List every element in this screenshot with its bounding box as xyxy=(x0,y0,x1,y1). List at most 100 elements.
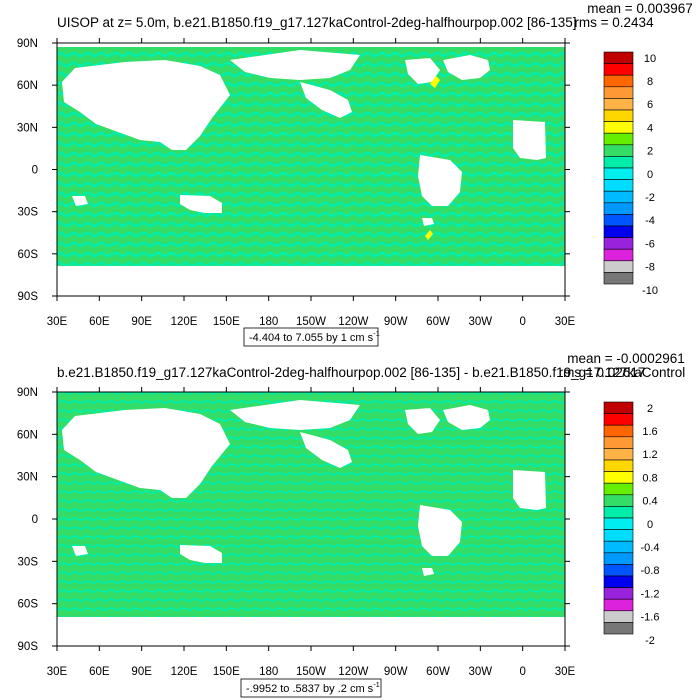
map-plot: 30E 60E 90E 120E 150E 180 150W 120W 90W 60W 30W 0 30… xyxy=(17,38,576,328)
x-tick-label: 60W xyxy=(426,666,450,678)
colorbar-swatch xyxy=(603,529,634,542)
colorbar-swatch xyxy=(603,424,634,438)
y-tick-label: 90S xyxy=(18,291,39,303)
contour-highlights xyxy=(425,76,440,240)
colorbar-swatch xyxy=(603,540,634,554)
colorbar-label: 2 xyxy=(647,146,653,158)
colorbar-labels: 2 1.6 1.2 0.8 0.4 0 -0.4 -0.8 -1.2 -1.6 -2 xyxy=(641,403,660,647)
x-tick-label: 30W xyxy=(469,666,493,678)
colorbar-label: -0.8 xyxy=(641,565,660,577)
colorbar-swatch xyxy=(603,214,634,227)
chart-title: UISOP at z= 5.0m, b.e21.B1850.f19_g17.12… xyxy=(57,15,577,30)
colorbar-swatch xyxy=(603,436,634,449)
panel-bottom: b.e21.B1850.f19_g17.127kaControl-2deg-ha… xyxy=(17,351,685,698)
colorbar xyxy=(603,51,634,285)
x-tick-label: 30W xyxy=(469,316,493,328)
colorbar-label: 10 xyxy=(644,53,656,65)
colorbar-swatch xyxy=(603,552,634,565)
x-tick-label: 30E xyxy=(47,666,68,678)
x-tick-label: 150E xyxy=(213,316,240,328)
colorbar-swatch xyxy=(603,448,634,461)
x-tick-label: 120W xyxy=(338,316,368,328)
colorbar-label: -2 xyxy=(645,192,655,204)
x-tick-label: 90W xyxy=(384,666,408,678)
range-label: -.9952 to .5837 by .2 cm s xyxy=(246,683,374,695)
y-tick-label: 30N xyxy=(17,122,38,134)
colorbar-label: -4 xyxy=(645,215,655,227)
svg-text:-.9952 to .5837 by .2 cm s-1: -.9952 to .5837 by .2 cm s-1 xyxy=(246,680,380,695)
y-tick-label: 0 xyxy=(32,514,38,526)
colorbar-swatch xyxy=(603,506,634,519)
rms-label: rms = 0.02617 xyxy=(559,365,646,380)
x-tick-label: 120W xyxy=(338,666,368,678)
colorbar-swatch xyxy=(603,248,634,262)
colorbar-swatch xyxy=(603,401,634,414)
y-tick-label: 90S xyxy=(18,641,39,653)
y-tick-label: 60N xyxy=(17,80,38,92)
colorbar-swatch xyxy=(603,156,634,169)
colorbar-swatch xyxy=(603,575,634,588)
x-tick-label: 150W xyxy=(296,316,326,328)
colorbar-swatch xyxy=(603,190,634,204)
x-tick-label: 150W xyxy=(296,666,326,678)
y-tick-label: 60S xyxy=(18,599,39,611)
x-tick-label: 30E xyxy=(47,316,68,328)
colorbar-swatch xyxy=(603,598,634,612)
panel-top: UISOP at z= 5.0m, b.e21.B1850.f19_g17.12… xyxy=(17,1,693,347)
colorbar-swatch xyxy=(603,610,634,623)
land-mask xyxy=(57,43,565,296)
colorbar-label: -1.2 xyxy=(641,588,660,600)
colorbar-swatch xyxy=(603,237,634,250)
colorbar-swatch xyxy=(603,587,634,600)
x-tick-label: 180 xyxy=(259,316,278,328)
mean-label: mean = 0.003967 xyxy=(587,1,692,16)
colorbar-swatch xyxy=(603,167,634,180)
colorbar-swatch xyxy=(603,51,634,64)
colorbar-swatch xyxy=(603,564,634,577)
colorbar-label: -1.6 xyxy=(641,612,660,624)
y-tick-label: 90N xyxy=(17,387,38,399)
y-tick-label: 30N xyxy=(17,472,38,484)
colorbar-swatch xyxy=(603,225,634,238)
colorbar-swatch xyxy=(603,63,634,76)
y-tick-label: 30S xyxy=(18,556,39,568)
colorbar-swatch xyxy=(603,494,634,507)
x-tick-label: 90E xyxy=(131,316,152,328)
range-exponent: -1 xyxy=(373,329,380,338)
colorbar-swatch xyxy=(603,202,634,215)
y-tick-label: 0 xyxy=(32,165,38,177)
rms-label: rms = 0.2434 xyxy=(574,15,654,30)
colorbar-label: 0 xyxy=(647,519,653,531)
x-ticks: 30E 60E 90E 120E 150E 180 150W 120W 90W 60W 30W 0 30… xyxy=(47,387,576,678)
x-tick-label: 0 xyxy=(519,666,525,678)
colorbar-swatch xyxy=(603,74,634,88)
colorbar-labels: 10 8 6 4 2 0 -2 -4 -6 -8 -10 xyxy=(642,53,658,297)
colorbar-label: 1.2 xyxy=(642,449,657,461)
colorbar-swatch xyxy=(603,482,634,496)
colorbar-label: 4 xyxy=(647,122,653,134)
x-tick-label: 60W xyxy=(426,316,450,328)
y-tick-label: 30S xyxy=(18,207,39,219)
colorbar-label: -2 xyxy=(645,635,655,647)
colorbar-label: 0.8 xyxy=(642,472,657,484)
colorbar-swatch xyxy=(603,109,634,122)
svg-text:-4.404 to 7.055 by 1 cm s-1: -4.404 to 7.055 by 1 cm s-1 xyxy=(249,329,380,344)
colorbar-swatch xyxy=(603,86,634,99)
colorbar-swatch xyxy=(603,272,634,285)
colorbar xyxy=(603,401,634,635)
mean-label: mean = -0.0002961 xyxy=(567,351,684,366)
colorbar-label: 2 xyxy=(647,403,653,415)
colorbar-label: -10 xyxy=(642,285,658,297)
x-tick-label: 120E xyxy=(171,666,198,678)
colorbar-label: 0 xyxy=(647,169,653,181)
map-plot: 30E 60E 90E 120E 150E 180 150W 120W 90W 60W 30W 0 30… xyxy=(17,387,576,678)
colorbar-swatch xyxy=(603,413,634,426)
colorbar-label: 1.6 xyxy=(642,426,657,438)
colorbar-swatch xyxy=(603,517,634,530)
colorbar-swatch xyxy=(603,98,634,111)
y-ticks: 90N 60N 30N 0 30S 60S 90S xyxy=(17,38,570,303)
x-tick-label: 30E xyxy=(555,316,576,328)
range-box: -.9952 to .5837 by .2 cm s-1 xyxy=(240,678,382,698)
colorbar-label: -0.4 xyxy=(641,542,660,554)
